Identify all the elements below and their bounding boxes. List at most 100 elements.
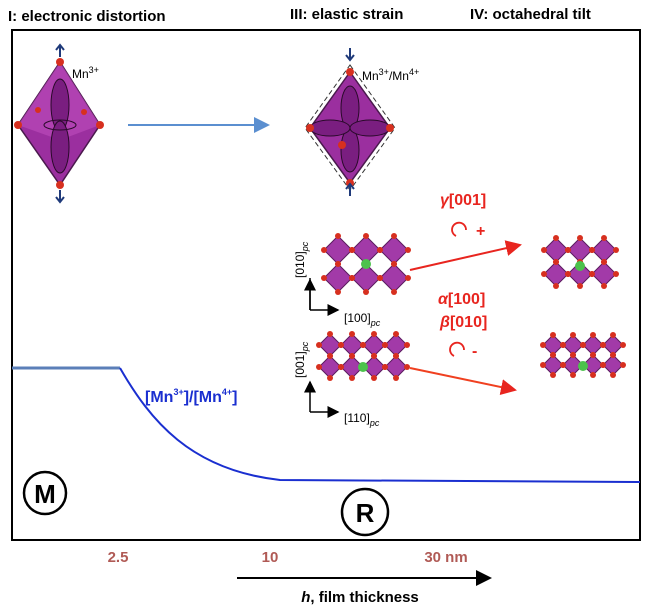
octahedron	[591, 237, 617, 263]
phase-circle	[22, 470, 68, 516]
atom	[391, 289, 397, 295]
atom	[393, 375, 399, 381]
atom	[361, 259, 371, 269]
atom	[589, 271, 595, 277]
panel-title: IV: octahedral tilt	[470, 6, 591, 23]
phase-label: R	[356, 498, 375, 528]
atom	[580, 342, 586, 348]
arrow	[409, 240, 522, 271]
octahedron	[543, 237, 569, 263]
atom	[335, 261, 341, 267]
atom	[610, 332, 616, 338]
thickness-label: h, film thickness	[301, 589, 419, 606]
atom	[393, 331, 399, 337]
axis-label: [001]pc	[293, 341, 310, 378]
octahedron	[543, 261, 569, 287]
ion-label: Mn3+/Mn4+	[362, 67, 419, 83]
atom	[327, 331, 333, 337]
arrow	[409, 367, 517, 395]
atom	[553, 235, 559, 241]
atom	[349, 375, 355, 381]
octahedron	[323, 263, 353, 293]
atom	[316, 342, 322, 348]
atom	[371, 353, 377, 359]
atom	[327, 375, 333, 381]
atom	[600, 362, 606, 368]
atom	[371, 375, 377, 381]
atom	[321, 247, 327, 253]
atom	[565, 271, 571, 277]
atom	[613, 271, 619, 277]
atom	[590, 352, 596, 358]
tilt-sign: -	[472, 343, 477, 360]
rotation-icon	[449, 341, 465, 357]
atom	[560, 362, 566, 368]
atom	[349, 247, 355, 253]
tilt-label: α[100]	[438, 291, 485, 308]
octahedron	[318, 333, 342, 357]
axis-label: [110]pc	[344, 411, 380, 428]
frame	[11, 29, 641, 541]
atom	[405, 275, 411, 281]
atom	[404, 342, 410, 348]
octahedron	[362, 333, 386, 357]
thickness-tick: 2.5	[108, 549, 129, 566]
atom	[610, 352, 616, 358]
panel-title: III: elastic strain	[290, 6, 403, 23]
atom	[321, 275, 327, 281]
atom	[382, 342, 388, 348]
phase-label: M	[34, 479, 56, 509]
atom	[405, 247, 411, 253]
atom	[358, 362, 368, 372]
atom	[404, 364, 410, 370]
atom	[349, 353, 355, 359]
atom	[338, 342, 344, 348]
ratio-label: [Mn3+]/[Mn4+]	[145, 387, 238, 406]
phase-circle	[340, 487, 390, 537]
atom	[540, 342, 546, 348]
thickness-tick: 10	[262, 549, 279, 566]
tilt-sign: +	[476, 223, 485, 240]
atom	[553, 283, 559, 289]
atom	[553, 259, 559, 265]
octahedron	[340, 333, 364, 357]
atom	[560, 342, 566, 348]
atom	[620, 362, 626, 368]
atom	[613, 247, 619, 253]
octahedron	[379, 235, 409, 265]
tilt-label: β[010]	[439, 314, 487, 331]
tilt-label: γ[001]	[440, 192, 486, 209]
atom	[540, 362, 546, 368]
ion-label: Mn3+	[72, 65, 99, 81]
atom	[610, 372, 616, 378]
atom	[327, 353, 333, 359]
panel-title: I: electronic distortion	[8, 8, 166, 25]
octahedron	[384, 333, 408, 357]
octahedron	[567, 237, 593, 263]
atom	[601, 283, 607, 289]
atom	[349, 275, 355, 281]
octahedron	[323, 235, 353, 265]
ratio-curve	[119, 367, 641, 483]
atom	[601, 235, 607, 241]
atom	[363, 289, 369, 295]
atom	[600, 342, 606, 348]
rotation-icon	[451, 221, 467, 237]
octahedron	[318, 355, 342, 379]
atom	[335, 233, 341, 239]
atom	[550, 352, 556, 358]
atom	[550, 332, 556, 338]
atom	[578, 361, 588, 371]
atom	[541, 271, 547, 277]
octahedron-mixed	[304, 48, 396, 196]
atom	[393, 353, 399, 359]
atom	[541, 247, 547, 253]
octahedron	[384, 355, 408, 379]
atom	[338, 364, 344, 370]
atom	[377, 247, 383, 253]
thickness-tick: 30 nm	[424, 549, 467, 566]
atom	[316, 364, 322, 370]
lattices	[316, 233, 626, 381]
atom	[391, 261, 397, 267]
